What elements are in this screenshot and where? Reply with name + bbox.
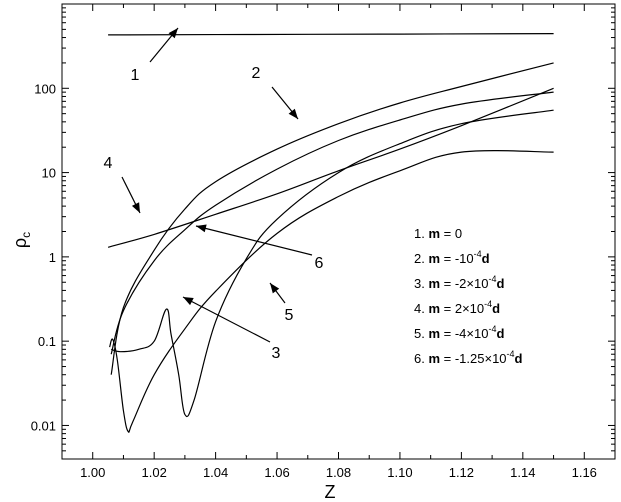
y-axis-title: ρc (10, 232, 33, 248)
x-tick-label: 1.06 (264, 465, 289, 480)
series-line-6 (110, 91, 554, 355)
x-tick-label: 1.08 (326, 465, 351, 480)
y-tick-label: 1 (49, 250, 56, 265)
annotation-arrowhead-2 (288, 108, 298, 119)
x-tick-label: 1.16 (572, 465, 597, 480)
series-line-5 (109, 150, 554, 433)
x-tick-label: 1.04 (203, 465, 228, 480)
legend-entry-3: 3. m = -2×10-4d (414, 274, 504, 291)
annotation-arrowhead-3 (183, 297, 194, 306)
curve-label-5: 5 (285, 307, 294, 324)
curve-label-6: 6 (315, 255, 324, 272)
legend: 1. m = 0 2. m = -10-4d 3. m = -2×10-4d 4. m… (414, 226, 523, 366)
legend-entry-4: 4. m = 2×10-4d (414, 299, 500, 316)
curve-label-1: 1 (131, 67, 140, 84)
y-tick-label: 10 (42, 166, 56, 181)
annotation-arrowhead-6 (196, 224, 207, 233)
axis-ticks: 1.00 1.02 1.04 1.06 1.08 1.10 1.12 1.14 1.16 0.01… (31, 4, 615, 480)
x-tick-label: 1.02 (142, 465, 167, 480)
curve-label-3: 3 (272, 345, 281, 362)
y-tick-label: 0.1 (38, 334, 56, 349)
annotation-arrowhead-1 (168, 28, 178, 39)
annotation-arrow-3 (182, 296, 271, 343)
plot-frame (61, 3, 616, 460)
y-tick-label: 0.01 (31, 418, 56, 433)
series-line-2 (110, 62, 554, 375)
annotation-arrowhead-4 (131, 202, 140, 213)
x-tick-label: 1.00 (80, 465, 105, 480)
curve-annotations: 1 2 4 6 5 3 (104, 27, 324, 362)
curve-label-4: 4 (104, 155, 113, 172)
legend-entry-2: 2. m = -10-4d (414, 249, 490, 266)
y-axis-title-main: ρ (10, 238, 30, 248)
series-line-3 (110, 109, 554, 418)
annotation-arrowhead-5 (270, 283, 280, 294)
y-axis-title-sub: c (19, 232, 33, 238)
x-tick-label: 1.14 (510, 465, 535, 480)
annotation-arrow-6 (195, 225, 313, 256)
legend-entry-1: 1. m = 0 (414, 226, 462, 241)
x-axis-title: Z (325, 482, 336, 502)
y-tick-label: 100 (34, 81, 56, 96)
curve-label-2: 2 (252, 65, 261, 82)
x-tick-label: 1.12 (449, 465, 474, 480)
x-tick-label: 1.10 (387, 465, 412, 480)
legend-entry-5: 5. m = -4×10-4d (414, 324, 504, 341)
series-line-4 (107, 87, 554, 248)
svg-text:ρc: ρc (10, 232, 33, 248)
legend-entry-6: 6. m = -1.25×10-4d (414, 349, 523, 366)
curves (107, 33, 554, 433)
